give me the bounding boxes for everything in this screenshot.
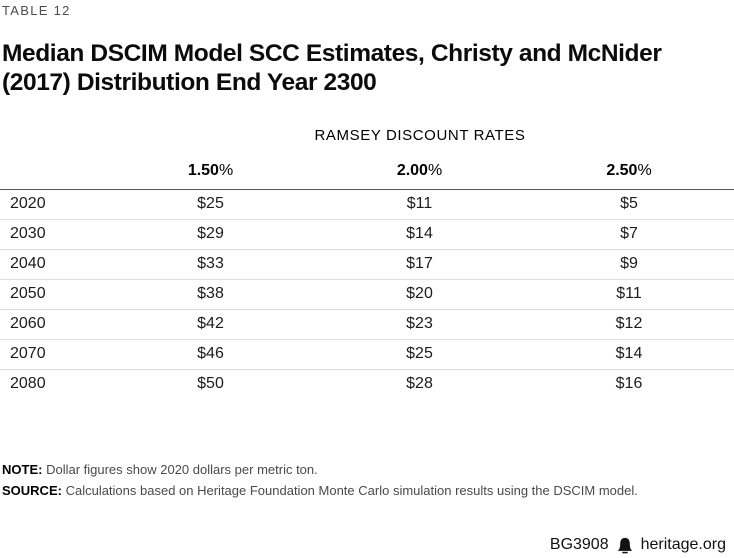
value-cell: $38 xyxy=(106,278,315,309)
value-cell: $7 xyxy=(524,218,734,249)
value-cell: $28 xyxy=(315,368,524,399)
footer-credit: BG3908 heritage.org xyxy=(550,536,726,554)
value-cell: $23 xyxy=(315,308,524,339)
year-cell: 2070 xyxy=(0,338,106,369)
group-header-spacer xyxy=(0,97,106,143)
table-row: 2030 $29 $14 $7 xyxy=(0,218,734,249)
column-header-row: 1.50% 2.00% 2.50% xyxy=(0,143,734,189)
value-cell: $14 xyxy=(315,218,524,249)
value-cell: $42 xyxy=(106,308,315,339)
site-text: heritage.org xyxy=(640,536,726,553)
value-cell: $12 xyxy=(524,308,734,339)
source-text: Calculations based on Heritage Foundatio… xyxy=(65,482,638,498)
rate-value: 2.50 xyxy=(606,161,638,179)
scc-estimates-table: RAMSEY DISCOUNT RATES 1.50% 2.00% 2.50% … xyxy=(0,97,734,399)
value-cell: $20 xyxy=(315,278,524,309)
document-id: BG3908 xyxy=(549,536,609,553)
value-cell: $50 xyxy=(106,368,315,399)
value-cell: $33 xyxy=(106,248,315,279)
note-text: Dollar figures show 2020 dollars per met… xyxy=(46,461,318,477)
table-row: 2050 $38 $20 $11 xyxy=(0,278,734,309)
value-cell: $25 xyxy=(106,188,315,219)
liberty-bell-icon xyxy=(617,537,632,553)
value-cell: $11 xyxy=(315,188,524,219)
value-cell: $14 xyxy=(524,338,734,369)
table-number-label: TABLE 12 xyxy=(2,3,71,18)
year-cell: 2050 xyxy=(0,278,106,309)
rate-value: 2.00 xyxy=(396,161,428,179)
page-title-line2: (2017) Distribution End Year 2300 xyxy=(2,69,377,96)
rate-column-header-3: 2.50% xyxy=(524,143,734,189)
value-cell: $25 xyxy=(315,338,524,369)
percent-sign: % xyxy=(218,161,234,179)
source-label: SOURCE: xyxy=(2,482,62,498)
table-row: 2040 $33 $17 $9 xyxy=(0,248,734,279)
note-line: NOTE: Dollar figures show 2020 dollars p… xyxy=(2,461,734,477)
table-row: 2070 $46 $25 $14 xyxy=(0,338,734,369)
year-cell: 2040 xyxy=(0,248,106,279)
table-row: 2020 $25 $11 $5 xyxy=(0,188,734,219)
note-label: NOTE: xyxy=(2,461,43,477)
table-group-header: RAMSEY DISCOUNT RATES xyxy=(314,127,526,144)
rate-column-header-2: 2.00% xyxy=(315,143,524,189)
notes-section: NOTE: Dollar figures show 2020 dollars p… xyxy=(2,461,734,498)
rate-column-header-1: 1.50% xyxy=(106,143,315,189)
year-cell: 2030 xyxy=(0,218,106,249)
year-cell: 2060 xyxy=(0,308,106,339)
year-cell: 2020 xyxy=(0,188,106,219)
group-header-row: RAMSEY DISCOUNT RATES xyxy=(0,97,734,143)
value-cell: $16 xyxy=(524,368,734,399)
value-cell: $11 xyxy=(524,278,734,309)
percent-sign: % xyxy=(427,161,443,179)
value-cell: $9 xyxy=(524,248,734,279)
value-cell: $5 xyxy=(524,188,734,219)
value-cell: $29 xyxy=(106,218,315,249)
rate-value: 1.50 xyxy=(187,161,219,179)
page-title-line1: Median DSCIM Model SCC Estimates, Christ… xyxy=(2,40,662,67)
table-row: 2060 $42 $23 $12 xyxy=(0,308,734,339)
table-row: 2080 $50 $28 $16 xyxy=(0,368,734,399)
value-cell: $46 xyxy=(106,338,315,369)
page-title: Median DSCIM Model SCC Estimates, Christ… xyxy=(2,39,734,97)
year-cell: 2080 xyxy=(0,368,106,399)
year-column-header xyxy=(0,143,106,189)
value-cell: $17 xyxy=(315,248,524,279)
source-line: SOURCE: Calculations based on Heritage F… xyxy=(2,482,734,498)
percent-sign: % xyxy=(637,161,652,179)
